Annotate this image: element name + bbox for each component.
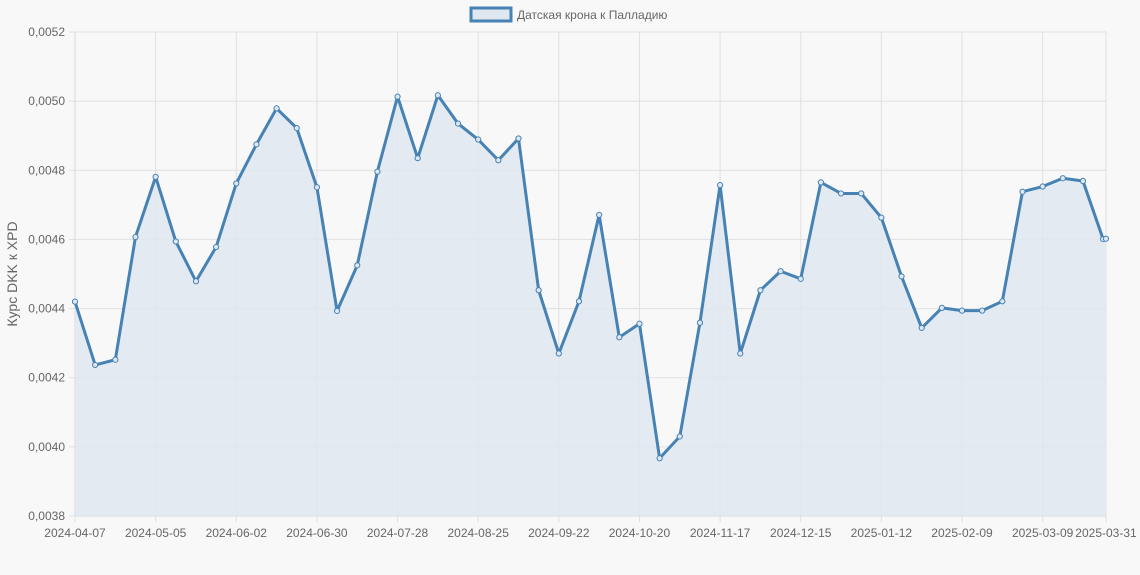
data-point[interactable] [92,361,99,369]
x-tick-label: 2024-08-25 [447,526,509,540]
x-tick-label: 2024-05-05 [125,526,187,540]
data-point[interactable] [878,214,885,221]
legend-label[interactable]: Датская крона к Палладию [517,8,667,22]
data-point[interactable] [354,262,361,269]
data-point[interactable] [737,350,744,357]
data-point[interactable] [938,304,945,311]
data-point[interactable] [676,433,683,440]
y-tick-label: 0,0044 [28,302,65,316]
data-point[interactable] [596,211,603,218]
y-tick-label: 0,0050 [28,94,65,108]
legend-swatch[interactable] [469,6,513,23]
data-point[interactable] [797,275,804,282]
data-point[interactable] [999,298,1006,305]
data-point[interactable] [172,238,179,245]
x-tick-label: 2025-03-09 [1012,526,1074,540]
x-tick-label: 2024-06-30 [286,526,348,540]
x-tick-label: 2024-12-15 [770,526,832,540]
data-point[interactable] [192,278,200,285]
data-point[interactable] [837,190,845,197]
data-point[interactable] [777,268,784,275]
data-point[interactable] [696,319,704,326]
y-tick-label: 0,0052 [28,25,65,39]
y-tick-label: 0,0038 [28,509,65,523]
legend[interactable]: Датская крона к Палладию [469,6,667,23]
data-point[interactable] [273,105,280,112]
data-point[interactable] [918,324,925,332]
x-axis-ticks: 2024-04-07 2024-05-05 2024-06-02 2024-06-30… [44,526,1137,540]
data-point[interactable] [233,180,240,187]
y-axis-title: Курс DKK к XPD [4,221,20,326]
data-point[interactable] [757,287,764,294]
data-point[interactable] [555,350,562,357]
data-point[interactable] [112,356,119,363]
data-point[interactable] [333,307,341,315]
data-point[interactable] [454,120,462,127]
data-point[interactable] [213,243,220,251]
x-tick-label: 2024-06-02 [206,526,268,540]
y-tick-label: 0,0046 [28,232,65,246]
series-points [71,92,1110,462]
y-tick-label: 0,0048 [28,163,65,177]
data-point[interactable] [535,287,542,294]
data-point[interactable] [817,179,824,186]
x-tick-label: 2025-03-31 [1075,526,1137,540]
series-area-fill [75,95,1106,517]
x-tick-label: 2024-10-20 [609,526,671,540]
x-tick-label: 2025-01-12 [851,526,913,540]
data-point[interactable] [898,273,905,280]
data-point[interactable] [979,307,986,314]
data-point[interactable] [313,184,321,191]
data-point[interactable] [414,155,421,162]
data-point[interactable] [858,190,865,197]
data-point[interactable] [71,298,79,305]
data-point[interactable] [152,173,159,180]
data-point[interactable] [1059,175,1066,182]
x-tick-label: 2024-11-17 [690,526,751,540]
x-tick-label: 2025-02-09 [931,526,993,540]
data-point[interactable] [253,141,260,148]
data-point[interactable] [475,136,482,143]
data-point[interactable] [575,298,583,305]
x-tick-label: 2024-07-28 [367,526,429,540]
data-point[interactable] [394,93,401,100]
data-point[interactable] [515,135,522,142]
data-point[interactable] [716,182,724,189]
data-point[interactable] [616,334,623,341]
data-point[interactable] [132,233,139,241]
data-point[interactable] [293,125,300,132]
data-point[interactable] [1039,183,1046,190]
series-area [75,95,1106,517]
data-point[interactable] [1102,235,1110,242]
x-tick-label: 2024-04-07 [44,526,106,540]
data-point[interactable] [958,307,966,314]
x-tick-label: 2024-09-22 [528,526,590,540]
data-point[interactable] [495,157,502,164]
data-point[interactable] [1079,177,1087,185]
y-tick-label: 0,0042 [28,371,65,385]
data-point[interactable] [1019,188,1026,195]
y-tick-label: 0,0040 [28,440,65,454]
data-point[interactable] [374,168,381,175]
data-point[interactable] [636,320,643,327]
data-point[interactable] [656,455,663,462]
data-point[interactable] [434,92,441,99]
y-axis-ticks: 0,0038 0,0040 0,0042 0,0044 0,0046 0,0048 0,00… [28,25,65,523]
